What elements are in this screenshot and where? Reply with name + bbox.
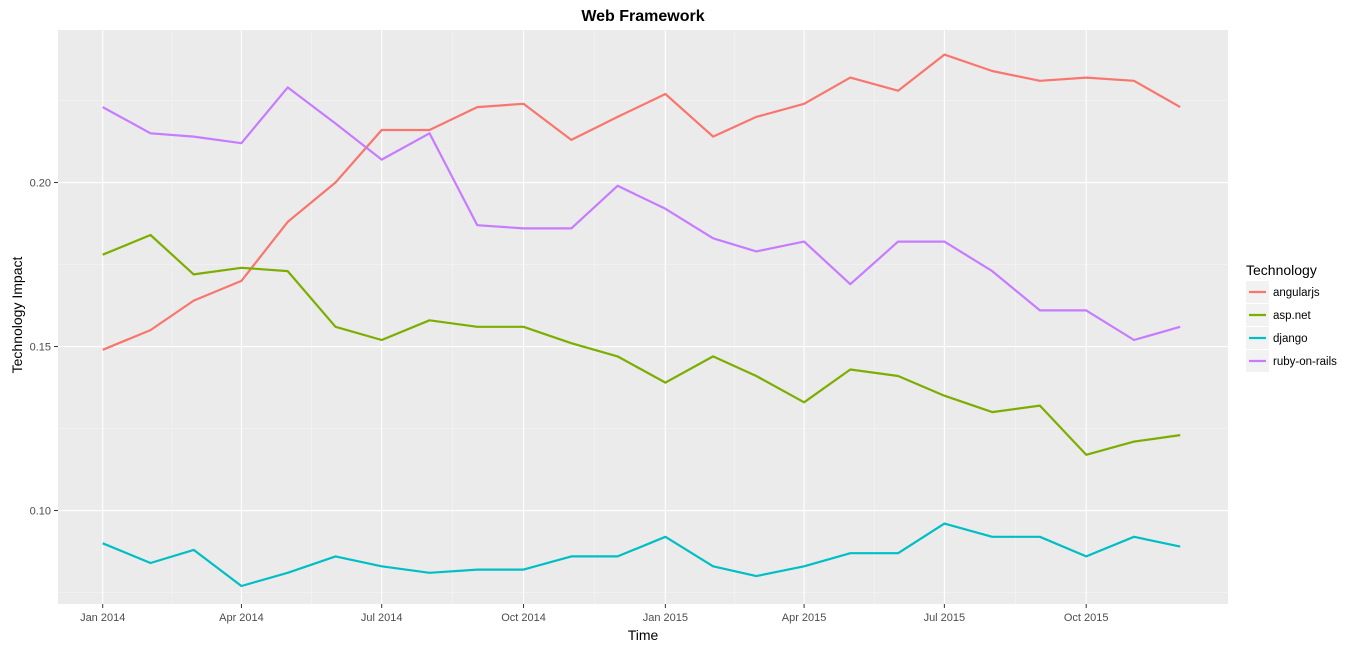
x-tick-label: Jan 2015 [643, 612, 688, 624]
y-tick-label: 0.10 [30, 506, 51, 518]
plot-panel [58, 30, 1228, 604]
x-axis-ticks: Jan 2014 Apr 2014 Jul 2014 Oct 2014 Jan 2015… [80, 604, 1109, 624]
x-tick-label: Apr 2015 [782, 612, 827, 624]
series-line-angularjs [102, 53, 1181, 351]
x-tick-label: Apr 2014 [219, 612, 264, 624]
legend: Technology angularjs asp.net django ruby-on… [1246, 262, 1337, 372]
legend-label-django: django [1273, 333, 1308, 345]
legend-label-asp.net: asp.net [1273, 310, 1312, 322]
series-line-ruby-on-rails [102, 86, 1181, 342]
x-tick-label: Jul 2014 [361, 612, 403, 624]
y-axis-title: Technology Impact [9, 257, 25, 374]
x-tick-label: Jan 2014 [80, 612, 125, 624]
legend-label-angularjs: angularjs [1273, 287, 1320, 299]
legend-label-ruby-on-rails: ruby-on-rails [1273, 356, 1337, 368]
legend-title: Technology [1246, 262, 1317, 278]
x-tick-label: Oct 2014 [501, 612, 546, 624]
y-axis-ticks: 0.10 0.15 0.20 [30, 178, 58, 518]
chart-title: Web Framework [581, 8, 704, 25]
series-line-asp.net [102, 233, 1181, 456]
major-gridlines [58, 30, 1228, 604]
series-line-django [102, 522, 1181, 588]
x-axis-title: Time [628, 627, 659, 643]
x-tick-label: Jul 2015 [924, 612, 966, 624]
series-lines [102, 53, 1181, 588]
y-tick-label: 0.20 [30, 178, 51, 190]
y-tick-label: 0.15 [30, 342, 51, 354]
x-tick-label: Oct 2015 [1064, 612, 1109, 624]
